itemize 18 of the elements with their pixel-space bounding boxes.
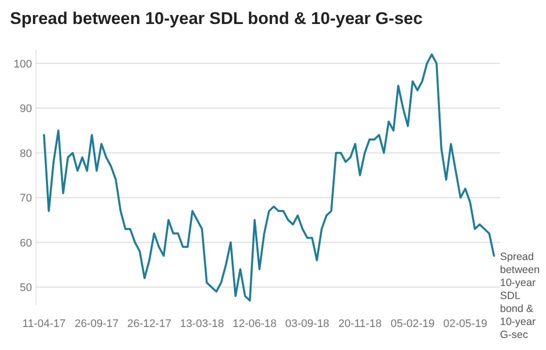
y-tick-label: 50 [20,282,32,294]
y-tick-label: 60 [20,237,32,250]
y-tick-label: 90 [20,103,32,116]
line-series [43,53,495,302]
x-tick-label: 11-04-17 [22,318,66,330]
x-tick-label: 26-09-17 [74,318,119,330]
x-tick-label: 20-11-18 [338,318,382,330]
series-label: Spread between 10-year SDL bond & 10-year G-sec [500,250,540,341]
x-tick-label: 03-09-18 [285,318,330,330]
x-tick-label: 05-02-19 [390,318,435,330]
chart-title: Spread between 10-year SDL bond & 10-year G-sec [10,9,423,28]
y-tick-label: 80 [20,148,32,160]
x-tick-label: 26-12-17 [127,318,172,330]
x-tick-label: 02-05-19 [443,318,488,330]
y-tick-label: 70 [20,192,32,205]
x-tick-label: 13-03-18 [180,318,224,330]
x-tick-label: 12-06-18 [232,318,277,330]
y-tick-label: 100 [14,58,32,70]
